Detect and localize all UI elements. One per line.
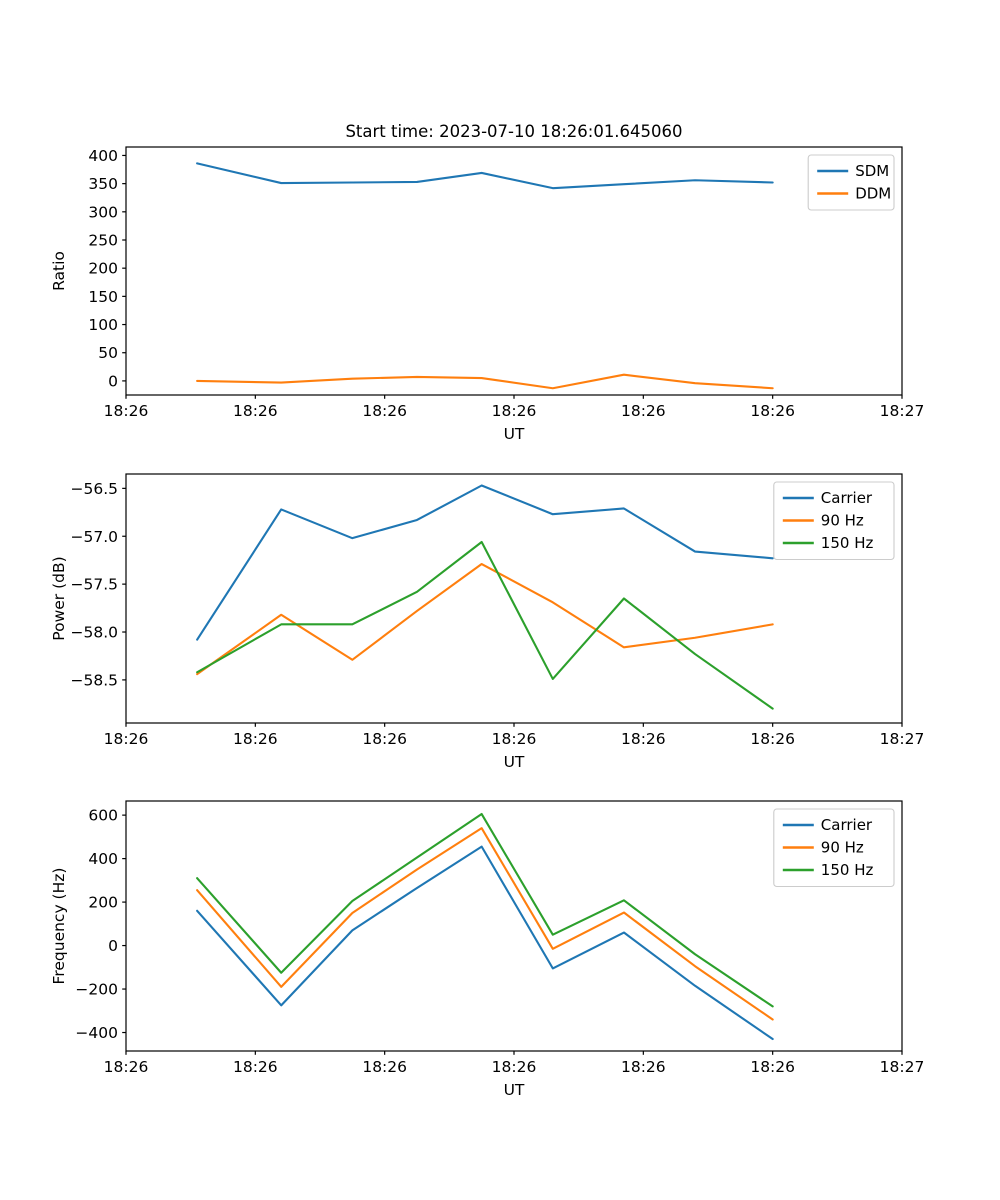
legend: Carrier 90 Hz 150 Hz bbox=[773, 481, 895, 561]
x-tick-label: 18:26 bbox=[621, 1058, 666, 1076]
y-tick-label: 250 bbox=[88, 232, 118, 250]
x-tick-label: 18:26 bbox=[621, 730, 666, 748]
legend-label-ddm: DDM bbox=[855, 185, 891, 203]
legend-label-90-hz: 90 Hz bbox=[821, 512, 864, 530]
x-tick-label: 18:26 bbox=[750, 1058, 795, 1076]
y-tick-label: −400 bbox=[75, 1024, 118, 1042]
y-tick-label: −200 bbox=[75, 981, 118, 999]
y-tick-label: 0 bbox=[108, 937, 118, 955]
legend-label-carrier: Carrier bbox=[821, 816, 873, 834]
legend-label-carrier: Carrier bbox=[821, 489, 873, 507]
x-tick-label: 18:26 bbox=[362, 1058, 407, 1076]
x-tick-label: 18:26 bbox=[492, 730, 537, 748]
plot-frame bbox=[125, 146, 903, 396]
x-tick-label: 18:27 bbox=[880, 730, 925, 748]
data-line-150-hz bbox=[196, 812, 774, 1008]
legend-label-sdm: SDM bbox=[855, 162, 889, 180]
legend: SDM DDM bbox=[807, 154, 895, 211]
data-line-carrier bbox=[196, 845, 774, 1041]
x-tick-label: 18:26 bbox=[104, 402, 149, 420]
data-line-sdm bbox=[196, 162, 774, 190]
y-tick-label: 150 bbox=[88, 288, 118, 306]
y-tick-label: 200 bbox=[88, 260, 118, 278]
ratio-plot: 0 50 100 150 200 250 300 350 400 18:26 18:26 18:26 1… bbox=[50, 122, 924, 443]
y-tick-label: −58.5 bbox=[71, 671, 119, 689]
y-tick-label: 400 bbox=[88, 850, 118, 868]
y-tick-label: −56.5 bbox=[71, 480, 119, 498]
legend-label-90-hz: 90 Hz bbox=[821, 839, 864, 857]
power-plot: −58.5 −58.0 −57.5 −57.0 −56.5 18:26 18:26 18:26… bbox=[50, 473, 925, 771]
y-tick-label: −57.5 bbox=[71, 576, 119, 594]
y-tick-label: 300 bbox=[88, 203, 118, 221]
x-tick-label: 18:26 bbox=[233, 730, 278, 748]
x-tick-label: 18:26 bbox=[750, 730, 795, 748]
y-tick-label: 600 bbox=[88, 807, 118, 825]
x-tick-label: 18:26 bbox=[750, 402, 795, 420]
x-tick-label: 18:26 bbox=[233, 1058, 278, 1076]
y-tick-label: 0 bbox=[108, 372, 118, 390]
legend-label-150-hz: 150 Hz bbox=[821, 861, 874, 879]
y-tick-label: −58.0 bbox=[71, 624, 119, 642]
legend-background bbox=[807, 154, 895, 211]
legend-background bbox=[773, 808, 895, 888]
x-tick-label: 18:27 bbox=[880, 1058, 925, 1076]
data-line-carrier bbox=[196, 484, 774, 641]
data-line-90-hz bbox=[196, 827, 774, 1021]
data-line-90-hz bbox=[196, 562, 774, 676]
x-axis-label: UT bbox=[504, 1081, 525, 1099]
plot-title: Start time: 2023-07-10 18:26:01.645060 bbox=[345, 122, 682, 141]
x-tick-label: 18:26 bbox=[233, 402, 278, 420]
data-line-ddm bbox=[196, 373, 774, 390]
y-tick-label: 350 bbox=[88, 175, 118, 193]
x-tick-label: 18:26 bbox=[104, 730, 149, 748]
x-tick-label: 18:26 bbox=[492, 1058, 537, 1076]
x-tick-label: 18:26 bbox=[362, 402, 407, 420]
data-line-150-hz bbox=[196, 540, 774, 710]
x-tick-label: 18:26 bbox=[104, 1058, 149, 1076]
y-tick-label: 200 bbox=[88, 894, 118, 912]
x-tick-label: 18:26 bbox=[362, 730, 407, 748]
y-tick-label: 400 bbox=[88, 147, 118, 165]
x-tick-label: 18:27 bbox=[880, 402, 925, 420]
y-axis-label: Frequency (Hz) bbox=[50, 868, 68, 985]
x-axis-label: UT bbox=[504, 753, 525, 771]
y-tick-label: 100 bbox=[88, 316, 118, 334]
y-tick-label: 50 bbox=[98, 344, 118, 362]
x-tick-label: 18:26 bbox=[621, 402, 666, 420]
x-axis-label: UT bbox=[504, 425, 525, 443]
legend-label-150-hz: 150 Hz bbox=[821, 534, 874, 552]
frequency-plot: −400 −200 0 200 400 600 18:26 18:26 18:26 18:26 18… bbox=[50, 800, 925, 1099]
x-tick-label: 18:26 bbox=[492, 402, 537, 420]
y-tick-label: −57.0 bbox=[71, 528, 119, 546]
legend: Carrier 90 Hz 150 Hz bbox=[773, 808, 895, 888]
legend-background bbox=[773, 481, 895, 561]
y-axis-label: Power (dB) bbox=[50, 556, 68, 640]
y-axis-label: Ratio bbox=[50, 251, 68, 291]
